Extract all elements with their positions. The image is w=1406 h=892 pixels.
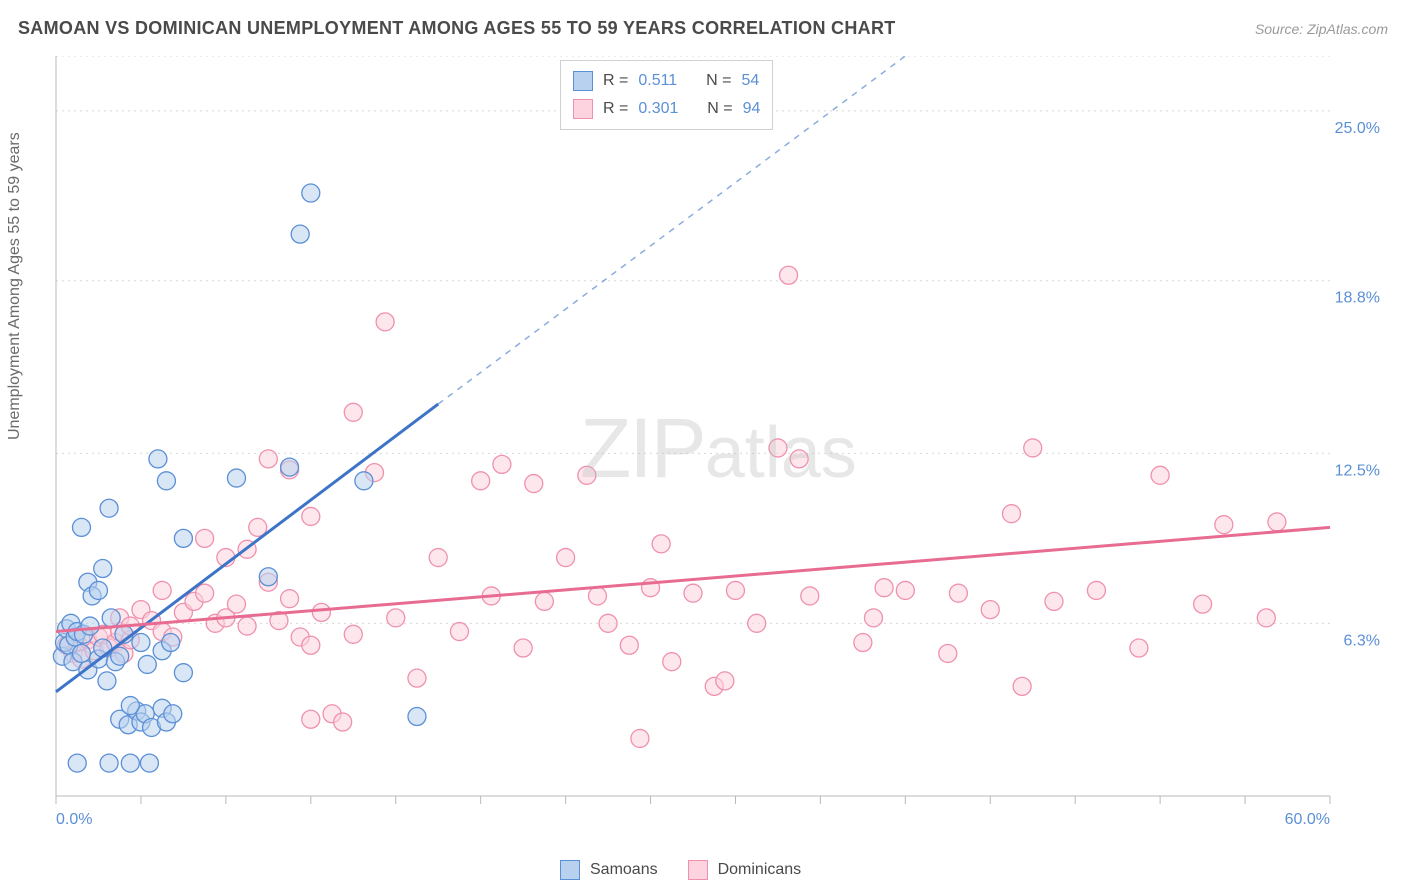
tick-labels: 6.3% 12.5% 18.8% 25.0% 0.0% 60.0% <box>56 120 1380 828</box>
source-label: Source: ZipAtlas.com <box>1255 21 1388 37</box>
gridlines <box>56 56 1330 623</box>
y-axis-label: Unemployment Among Ages 55 to 59 years <box>6 132 24 440</box>
legend-item-samoans: Samoans <box>560 860 658 880</box>
legend-row-dominicans: R = 0.301 N = 94 <box>573 95 760 123</box>
legend-top: R = 0.511 N = 54 R = 0.301 N = 94 <box>560 60 773 130</box>
swatch-blue-icon <box>560 860 580 880</box>
swatch-pink-icon <box>688 860 708 880</box>
svg-text:18.8%: 18.8% <box>1335 290 1380 307</box>
points-samoans <box>53 184 426 772</box>
svg-text:6.3%: 6.3% <box>1344 632 1380 649</box>
svg-text:25.0%: 25.0% <box>1335 120 1380 137</box>
title-bar: SAMOAN VS DOMINICAN UNEMPLOYMENT AMONG A… <box>18 18 1388 39</box>
swatch-pink <box>573 99 593 119</box>
chart-title: SAMOAN VS DOMINICAN UNEMPLOYMENT AMONG A… <box>18 18 896 39</box>
r-label: R = <box>603 67 628 95</box>
n-value-dominicans: 94 <box>743 95 761 123</box>
legend-row-samoans: R = 0.511 N = 54 <box>573 67 760 95</box>
svg-text:0.0%: 0.0% <box>56 811 92 828</box>
legend-bottom: Samoans Dominicans <box>560 860 801 880</box>
axes <box>56 56 1330 804</box>
swatch-blue <box>573 71 593 91</box>
legend-item-dominicans: Dominicans <box>688 860 802 880</box>
r-label: R = <box>603 95 628 123</box>
points-dominicans <box>58 266 1286 747</box>
chart-area: 6.3% 12.5% 18.8% 25.0% 0.0% 60.0% <box>50 56 1390 836</box>
svg-text:12.5%: 12.5% <box>1335 462 1380 479</box>
n-label: N = <box>706 67 731 95</box>
legend-label-dominicans: Dominicans <box>718 861 802 879</box>
scatter-plot-svg: 6.3% 12.5% 18.8% 25.0% 0.0% 60.0% <box>50 56 1390 836</box>
legend-label-samoans: Samoans <box>590 861 658 879</box>
svg-text:60.0%: 60.0% <box>1285 811 1330 828</box>
r-value-samoans: 0.511 <box>638 67 677 95</box>
r-value-dominicans: 0.301 <box>638 95 678 123</box>
n-label: N = <box>707 95 732 123</box>
n-value-samoans: 54 <box>741 67 759 95</box>
